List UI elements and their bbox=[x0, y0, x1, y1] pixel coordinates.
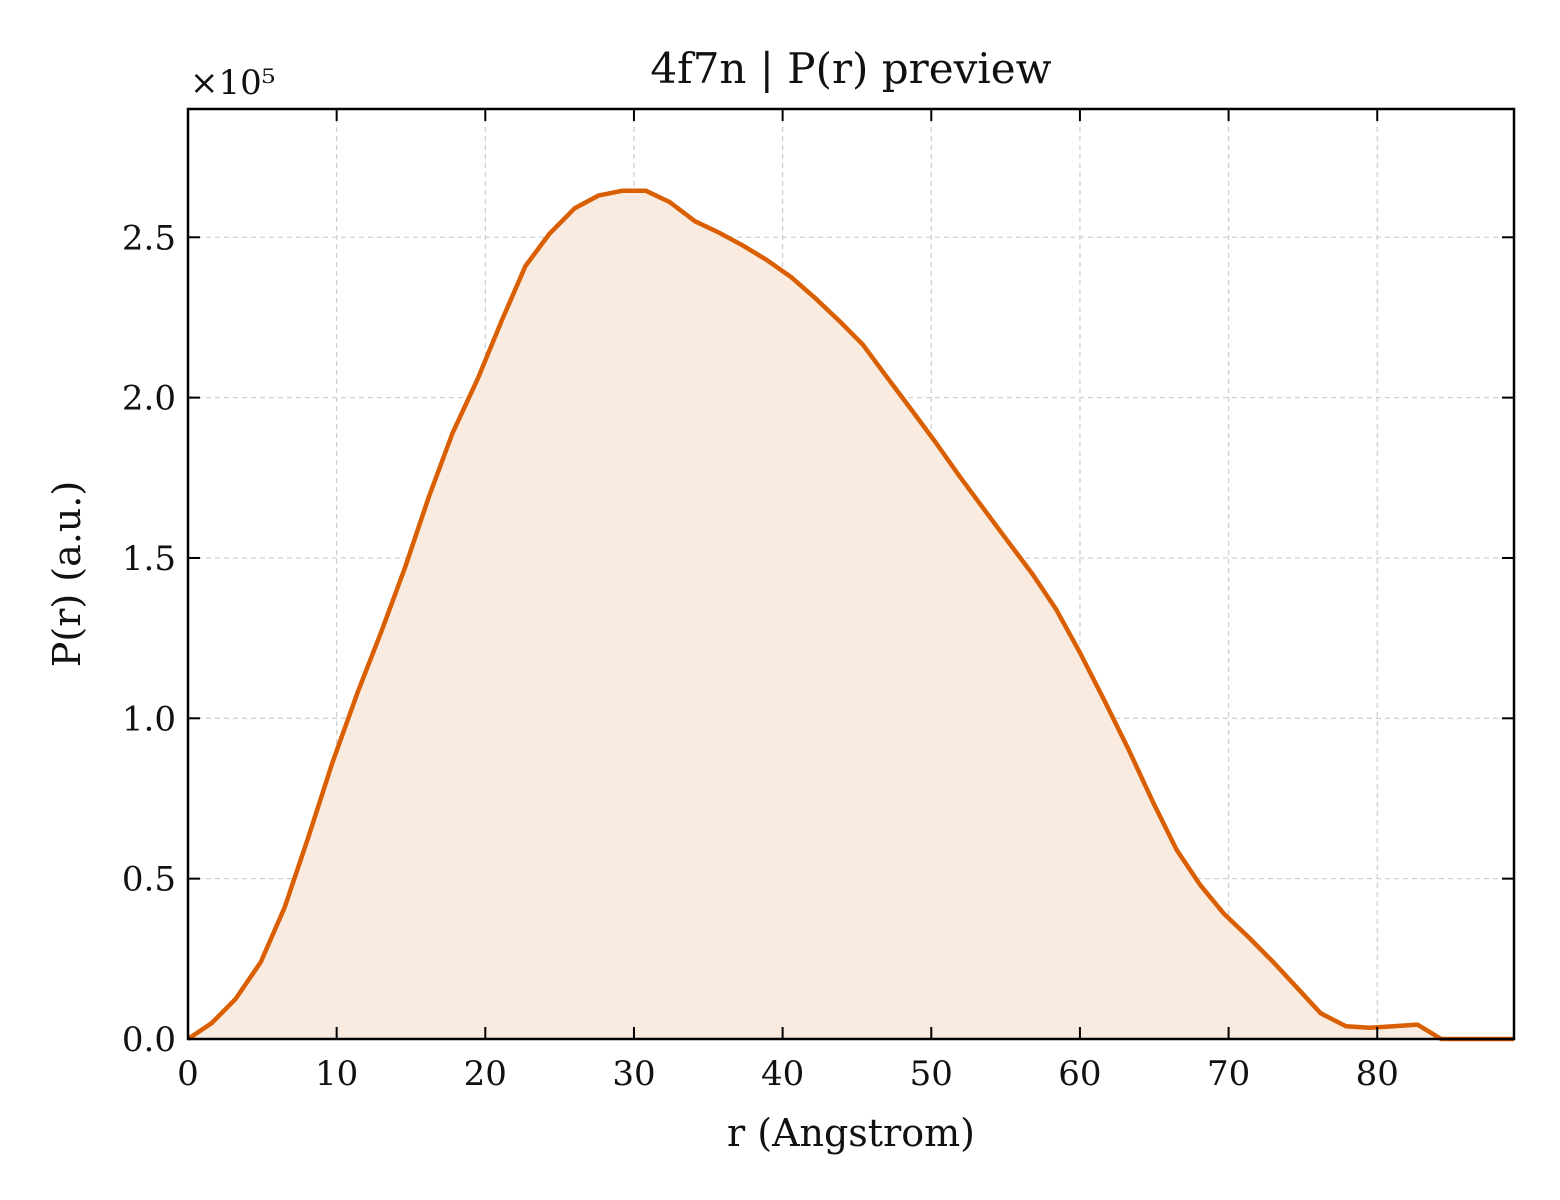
y-tick-label: 0.5 bbox=[122, 860, 176, 900]
series-line bbox=[186, 188, 1514, 1042]
y-tick-label: 2.0 bbox=[122, 379, 176, 419]
y-axis-multiplier: ×10⁵ bbox=[190, 63, 275, 103]
y-axis-label: P(r) (a.u.) bbox=[45, 481, 89, 667]
x-tick-label: 0 bbox=[177, 1054, 199, 1094]
x-tick-label: 10 bbox=[315, 1054, 358, 1094]
series-area bbox=[188, 190, 1514, 1040]
series-area-fill bbox=[188, 190, 1514, 1040]
plot-frame bbox=[186, 107, 1516, 1041]
chart-title: 4f7n | P(r) preview bbox=[650, 44, 1051, 93]
x-axis-label: r (Angstrom) bbox=[727, 1111, 975, 1155]
x-tick-label: 70 bbox=[1207, 1054, 1250, 1094]
x-tick-label: 80 bbox=[1356, 1054, 1399, 1094]
y-tick-label: 0.0 bbox=[122, 1020, 176, 1060]
x-tick-label: 60 bbox=[1058, 1054, 1101, 1094]
y-tick-label: 1.0 bbox=[122, 699, 176, 739]
series-line-path bbox=[186, 188, 1514, 1042]
x-tick-label: 50 bbox=[910, 1054, 953, 1094]
x-tick-label: 30 bbox=[612, 1054, 655, 1094]
x-tick-label: 20 bbox=[464, 1054, 507, 1094]
y-tick-label: 1.5 bbox=[122, 539, 176, 579]
x-tick-label: 40 bbox=[761, 1054, 804, 1094]
ticks: 0 10 20 30 40 50 60 70 80 0.0 0.5 1.0 1.5 2.0 2.5 bbox=[122, 109, 1514, 1094]
y-tick-label: 2.5 bbox=[122, 218, 176, 258]
